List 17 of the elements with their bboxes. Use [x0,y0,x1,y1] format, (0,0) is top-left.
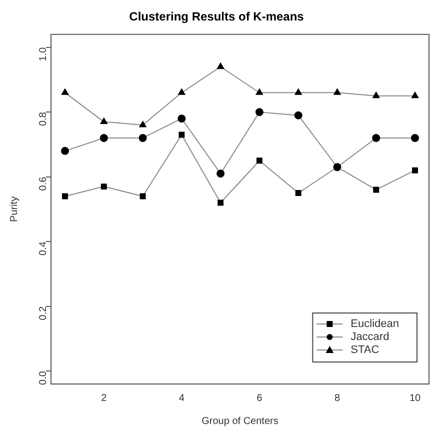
legend-label: Euclidean [350,318,400,330]
y-tick-label: 0.2 [38,306,49,320]
x-tick-label: 2 [101,392,108,404]
y-axis-title: Purity [8,196,20,222]
y-tick-label: 0.6 [38,176,49,191]
x-tick-label: 4 [178,392,185,404]
x-tick-label: 10 [409,392,421,404]
y-tick-label: 0.8 [38,112,49,126]
legend-label: Jaccard [350,331,390,344]
y-tick-label: 1.0 [38,46,49,62]
x-tick-label: 8 [334,392,340,404]
x-axis-title: Group of Centers [202,416,278,427]
y-tick-label: 0.0 [38,370,49,385]
y-tick-label: 0.4 [38,241,49,256]
legend-label: STAC [350,344,380,356]
chart-title: Clustering Results of K-means [129,10,304,24]
x-tick-label: 6 [256,392,263,404]
